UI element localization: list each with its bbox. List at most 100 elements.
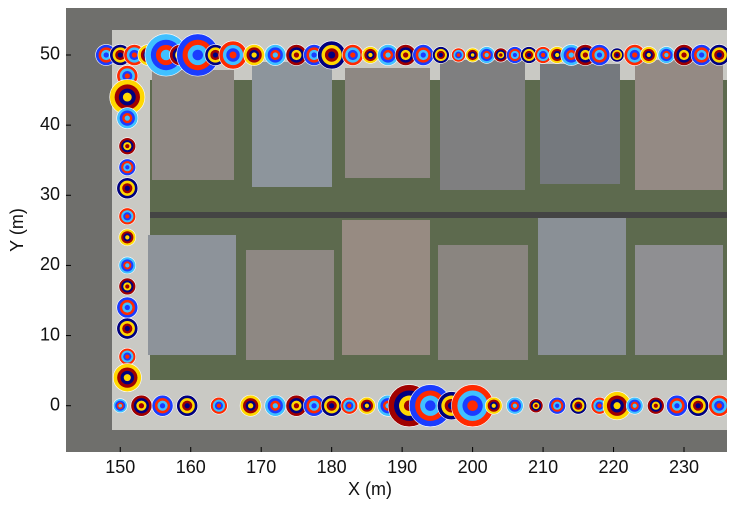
y-tick-label: 10 xyxy=(40,324,60,344)
ring-marker xyxy=(317,40,347,70)
ring xyxy=(403,52,409,58)
ring-marker xyxy=(484,396,503,415)
ring xyxy=(512,403,518,408)
ring xyxy=(698,52,705,58)
ring-marker xyxy=(285,394,308,417)
ring-marker xyxy=(412,44,435,66)
ring-marker xyxy=(116,296,139,319)
ring-marker xyxy=(285,44,308,66)
ring xyxy=(484,52,489,58)
ring-marker xyxy=(609,47,625,63)
ring xyxy=(124,73,130,79)
ring xyxy=(499,53,503,57)
ring-marker xyxy=(176,394,199,417)
house xyxy=(148,235,236,355)
ring-marker xyxy=(239,394,262,417)
ring xyxy=(123,374,131,382)
ring-marker xyxy=(657,46,676,64)
ring-marker xyxy=(341,44,364,66)
ring xyxy=(131,52,137,58)
ring xyxy=(103,52,109,58)
y-tick-label: 40 xyxy=(40,114,60,134)
ring-marker xyxy=(151,394,174,417)
ring xyxy=(272,403,278,409)
ring-marker xyxy=(210,396,228,415)
ring-marker xyxy=(477,46,496,64)
ring-marker xyxy=(647,396,665,415)
ring xyxy=(125,165,130,170)
ring xyxy=(653,403,658,408)
ring xyxy=(526,52,532,58)
ring xyxy=(385,52,391,58)
ring-marker xyxy=(465,47,480,63)
ring-marker xyxy=(361,46,380,64)
x-tick-label: 200 xyxy=(458,457,488,477)
ring-marker xyxy=(534,46,552,64)
ring xyxy=(125,235,130,240)
ring xyxy=(125,354,130,359)
ring xyxy=(695,403,701,409)
x-tick-label: 210 xyxy=(528,457,558,477)
house xyxy=(635,60,723,190)
ring-marker xyxy=(666,394,688,417)
ring xyxy=(247,403,254,409)
ring-marker xyxy=(118,347,137,366)
ring xyxy=(293,52,300,58)
x-tick-label: 180 xyxy=(317,457,347,477)
ring xyxy=(438,52,444,58)
x-axis-label: X (m) xyxy=(348,479,392,499)
ring-marker xyxy=(130,394,153,417)
ring xyxy=(555,403,560,408)
ring-marker xyxy=(118,158,137,176)
ring-marker xyxy=(176,33,220,77)
ring-marker xyxy=(116,177,139,200)
ring xyxy=(184,403,190,409)
ring xyxy=(159,403,166,409)
house xyxy=(345,68,430,178)
ring xyxy=(350,52,356,58)
house xyxy=(540,64,620,184)
ring-marker xyxy=(690,44,713,66)
ring-marker xyxy=(118,228,137,247)
ring-marker xyxy=(394,44,417,66)
ring xyxy=(456,53,461,57)
ring xyxy=(311,403,317,409)
ring xyxy=(582,52,588,58)
ring xyxy=(125,284,130,289)
ring-marker xyxy=(451,384,495,428)
ring xyxy=(568,52,574,58)
ring xyxy=(124,185,130,191)
ring xyxy=(347,403,352,408)
ring-marker xyxy=(112,398,128,414)
ring-marker xyxy=(116,317,139,340)
ring xyxy=(272,52,278,58)
ring-marker xyxy=(358,396,376,415)
ring-marker xyxy=(506,396,524,415)
ring-marker xyxy=(116,107,139,129)
house xyxy=(152,70,234,180)
ring xyxy=(216,403,222,408)
ring xyxy=(425,400,436,411)
ring xyxy=(364,403,370,408)
ring xyxy=(681,52,687,58)
ring-marker xyxy=(264,44,287,66)
ring-marker xyxy=(687,394,709,417)
ring xyxy=(192,49,204,61)
y-tick-label: 50 xyxy=(40,44,60,64)
house xyxy=(252,62,332,187)
ring xyxy=(576,403,581,408)
house xyxy=(438,245,528,360)
ring-marker xyxy=(118,207,137,226)
ring xyxy=(420,52,426,58)
ring xyxy=(138,403,145,409)
ring-marker xyxy=(243,44,266,66)
ring xyxy=(125,263,130,268)
ring xyxy=(212,52,219,58)
ring xyxy=(646,52,651,58)
ring xyxy=(118,403,123,408)
house xyxy=(635,245,723,355)
ring-marker xyxy=(673,44,695,66)
ring xyxy=(328,51,336,59)
ring-marker xyxy=(340,396,359,415)
x-tick-label: 230 xyxy=(669,457,699,477)
